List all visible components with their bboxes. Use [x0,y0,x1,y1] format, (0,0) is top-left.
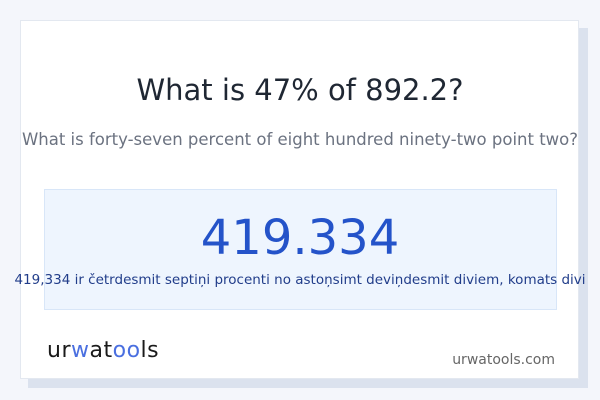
page-title: What is 47% of 892.2? [136,73,464,107]
logo-part: at [89,338,113,363]
logo-part: oo [112,338,141,363]
result-box [44,189,557,310]
result-value: 419.334 [200,210,400,266]
logo-part: ur [47,338,71,363]
question-words: What is forty-seven percent of eight hun… [21,130,579,149]
site-link[interactable]: urwatools.com [452,352,555,368]
logo-part: ls [140,338,160,363]
logo-part: w [71,338,90,363]
result-words: 419,334 ir četrdesmit septiņi procenti n… [14,272,586,288]
logo: urwatools [47,338,159,363]
